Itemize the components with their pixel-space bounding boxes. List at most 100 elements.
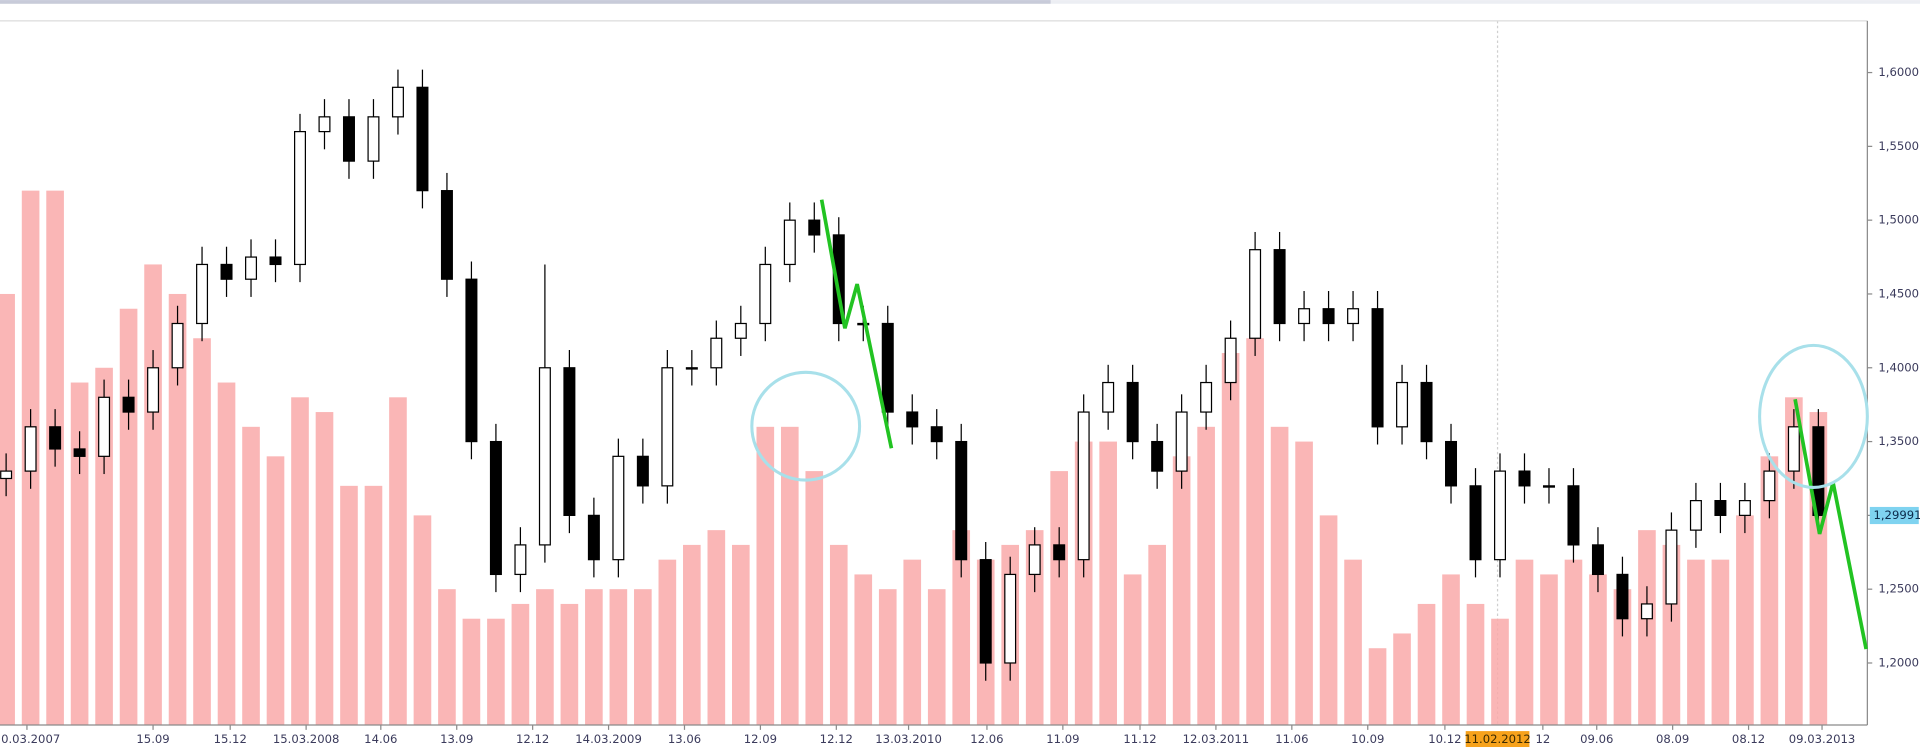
- volume-bar: [1442, 574, 1460, 725]
- candle-body: [587, 514, 600, 561]
- candle-body: [1053, 544, 1066, 561]
- x-tick-label: 14.03.2009: [575, 732, 642, 746]
- candle-body: [465, 278, 478, 443]
- volume-bar: [0, 293, 15, 725]
- candle-body: [783, 219, 796, 266]
- volume-bar: [756, 426, 775, 725]
- volume-bar: [389, 397, 407, 725]
- volume-bar: [1270, 426, 1289, 725]
- volume-bar: [903, 559, 922, 725]
- x-tick-label: 10.12: [1428, 732, 1461, 746]
- candle-body: [1542, 485, 1555, 488]
- x-tick-label: 14.06: [364, 732, 397, 746]
- volume-bar: [413, 515, 432, 725]
- volume-bar: [462, 618, 481, 725]
- volume-bar: [1368, 648, 1387, 725]
- volume-bar: [1344, 559, 1362, 725]
- candle-body: [1591, 544, 1604, 576]
- x-tick-label: 10.09: [1351, 732, 1384, 746]
- volume-bar: [1025, 530, 1044, 725]
- volume-bar: [609, 589, 628, 725]
- candle-body: [147, 367, 160, 413]
- candle-body: [294, 130, 307, 266]
- candle-body: [1567, 485, 1580, 546]
- candle-body: [440, 190, 453, 280]
- candle-body: [1469, 485, 1482, 561]
- candle-body: [710, 337, 723, 369]
- x-tick-label: 09.06: [1580, 732, 1613, 746]
- candle-body: [122, 396, 135, 413]
- candle-body: [1077, 411, 1090, 561]
- volume-bar: [1564, 559, 1583, 725]
- candle-body: [1396, 381, 1409, 428]
- volume-bar: [658, 559, 677, 725]
- candle-body: [318, 116, 331, 133]
- x-tick-label: 10.03.2007: [0, 732, 60, 746]
- volume-bar: [168, 293, 187, 725]
- volume-bar: [364, 485, 383, 725]
- cursor-label: 11.02.2012: [1464, 732, 1531, 746]
- volume-bar: [1589, 574, 1607, 725]
- candle-body: [1273, 249, 1286, 325]
- volume-bar: [1295, 441, 1313, 725]
- x-tick-label: 12.09: [744, 732, 777, 746]
- last-price-bg: [1869, 506, 1919, 525]
- candle-body: [1200, 381, 1213, 413]
- volume-bar: [1246, 338, 1264, 725]
- volume-bar: [291, 397, 309, 725]
- candle-body: [1493, 470, 1506, 561]
- candle-body: [342, 116, 355, 162]
- candle-body: [1640, 603, 1653, 620]
- candle-body: [759, 263, 772, 325]
- x-tick-label: 13.03.2010: [875, 732, 942, 746]
- candle-body: [416, 86, 429, 192]
- volume-bar: [1148, 544, 1166, 725]
- candle-body: [538, 367, 551, 546]
- volume-bar: [315, 412, 334, 725]
- candle-body: [1126, 381, 1139, 443]
- candle-body: [0, 470, 13, 480]
- volume-bar: [536, 589, 554, 725]
- x-tick-label: 08.12: [1732, 732, 1765, 746]
- x-tick-label: 11.06: [1275, 732, 1308, 746]
- plot-area: [0, 20, 1828, 725]
- candle-body: [1249, 249, 1262, 339]
- scroll-bar: [0, 0, 1051, 4]
- candle-body: [1812, 426, 1825, 516]
- candle-body: [1004, 573, 1017, 664]
- candle-body: [1175, 411, 1188, 472]
- x-tick-label: 15.12: [214, 732, 247, 746]
- volume-bar: [927, 589, 946, 725]
- candle-body: [955, 440, 968, 561]
- candle-body: [1102, 381, 1115, 413]
- volume-bar: [1515, 559, 1534, 725]
- candle-body: [1322, 308, 1335, 325]
- volume-bar: [242, 426, 260, 725]
- volume-bar: [1221, 353, 1240, 725]
- candle-body: [636, 455, 649, 487]
- candle-body: [1371, 308, 1384, 428]
- candle-body: [269, 256, 282, 266]
- candle-body: [1714, 500, 1727, 516]
- trend-line: [819, 199, 894, 449]
- volume-bar: [1491, 618, 1509, 725]
- x-tick-label: 12.12: [820, 732, 853, 746]
- candle-body: [367, 116, 380, 162]
- volume-bar: [1417, 603, 1436, 725]
- volume-bar: [95, 367, 113, 725]
- candle-body: [1518, 470, 1531, 487]
- candle-body: [1616, 573, 1629, 620]
- volume-bar: [560, 603, 579, 725]
- volume-bar: [1760, 456, 1779, 725]
- x-tick-label: 12.06: [970, 732, 1003, 746]
- volume-bar: [1099, 441, 1117, 725]
- volume-bar: [634, 589, 652, 725]
- volume-bar: [1123, 574, 1142, 725]
- volume-bar: [1319, 515, 1338, 725]
- candle-body: [832, 234, 845, 325]
- highlight-circle: [1758, 343, 1869, 489]
- candle-body: [245, 256, 258, 280]
- candle-body: [1347, 308, 1360, 325]
- volume-bar: [707, 530, 726, 725]
